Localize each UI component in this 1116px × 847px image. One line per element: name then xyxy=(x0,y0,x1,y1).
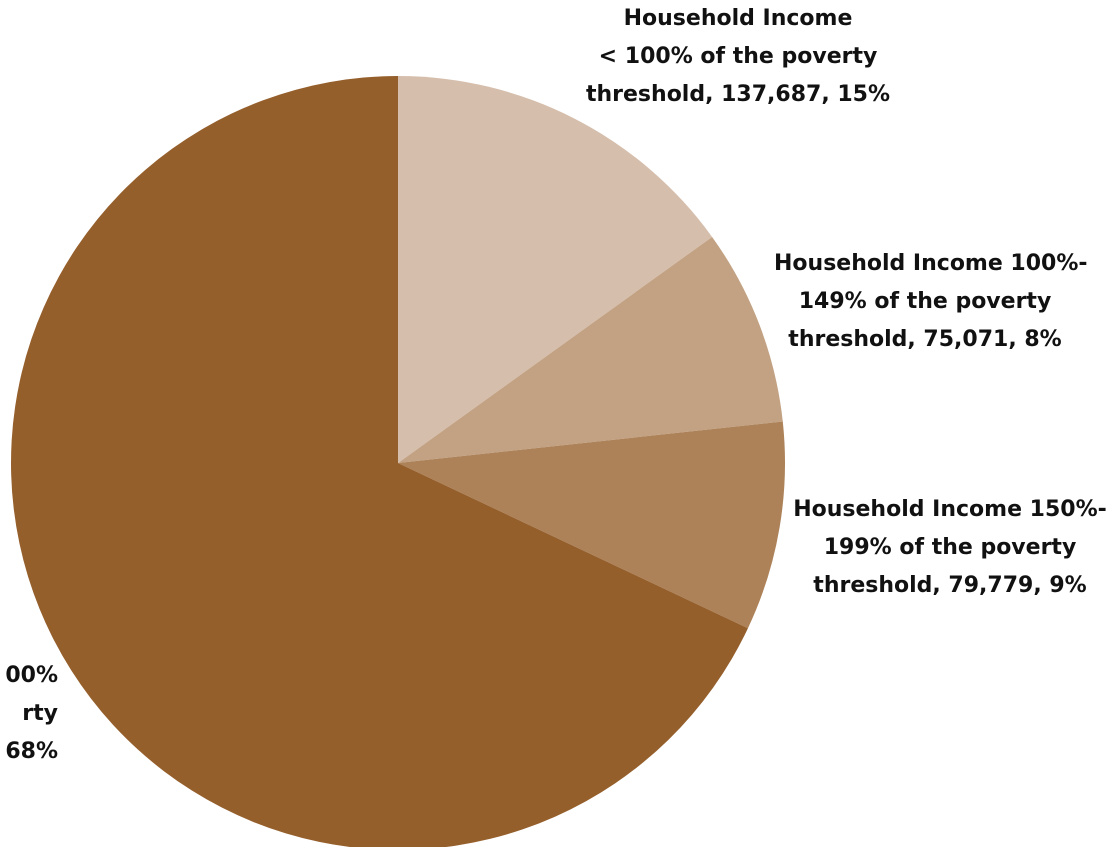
slice-label-100-149: Household Income 100%- 149% of the pover… xyxy=(774,245,1088,359)
slice-label-line: threshold, 79,779, 9% xyxy=(813,573,1087,598)
slice-label-line: 00% xyxy=(5,663,58,688)
pie-slice-100-149 xyxy=(398,236,783,463)
slice-label-below-100: Household Income < 100% of the poverty t… xyxy=(583,0,893,114)
slice-label-line: 68% xyxy=(5,739,58,764)
slice-label-line: < 100% of the poverty xyxy=(598,44,878,69)
slice-label-line: Household Income xyxy=(623,6,853,31)
pie-slice-below-100 xyxy=(398,76,713,463)
slice-label-line: threshold, 137,687, 15% xyxy=(585,82,890,107)
slice-label-line: Household Income 100%- xyxy=(774,251,1088,276)
slice-label-line: rty xyxy=(22,701,58,726)
pie-slice-150-199 xyxy=(398,421,786,629)
slice-label-150-199: Household Income 150%- 199% of the pover… xyxy=(790,491,1110,605)
slice-label-line: 149% of the poverty xyxy=(798,289,1052,314)
pie-slice-200-plus xyxy=(11,76,748,847)
slice-label-line: threshold, 75,071, 8% xyxy=(788,327,1062,352)
slice-label-200-plus: 00% rty 68% xyxy=(0,657,58,771)
pie-slices xyxy=(11,76,786,847)
slice-label-line: 199% of the poverty xyxy=(823,535,1077,560)
slice-label-line: Household Income 150%- xyxy=(793,497,1107,522)
